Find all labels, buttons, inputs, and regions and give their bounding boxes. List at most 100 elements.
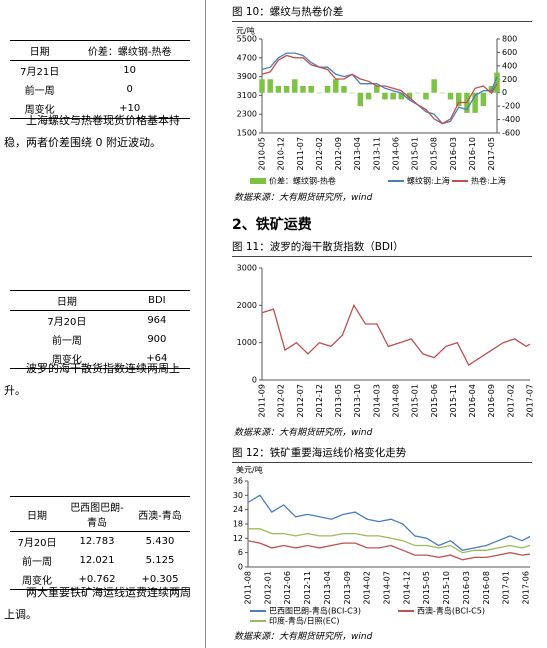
x-tick-label: 2012-06 (283, 571, 292, 604)
freight-table: 日期 巴西图巴朗-青岛 西澳-青岛 7月20日 12.783 5.430 前一周 12.0… (10, 496, 190, 590)
x-tick-label: 2012-11 (303, 571, 312, 604)
x-tick-label: 2011-09 (258, 384, 267, 417)
bar (456, 92, 462, 107)
header-cell: 巴西图巴朗-青岛 (70, 503, 124, 529)
note: 两大重要铁矿海运线运费连续两周上调。 (4, 586, 191, 621)
line-series (248, 528, 531, 554)
line-series (261, 54, 498, 125)
cell: 7月20日 (47, 317, 87, 328)
x-tick-label: 2016-09 (487, 384, 496, 417)
x-tick-label: 2013-10 (353, 384, 362, 417)
x-tick-label: 2012-02 (277, 384, 286, 417)
figure-title: 图 12：铁矿重要海运线价格变化走势 (232, 445, 532, 463)
bar (341, 86, 347, 93)
bar (316, 92, 323, 94)
x-tick-label: 2011-07 (296, 137, 305, 170)
x-tick-label: 2012-07 (296, 384, 305, 417)
cell: 12.783 (79, 536, 115, 547)
legend-label: 印度-青岛/日照(EC) (269, 616, 339, 626)
bar (480, 92, 487, 107)
x-tick-label: 2015-10 (442, 571, 451, 604)
x-tick-label: 2013-09 (343, 571, 352, 604)
x-tick-label: 2016-10 (468, 137, 477, 170)
x-tick-label: 2015-11 (449, 384, 458, 417)
y-tick-label: 5500 (237, 35, 257, 44)
x-tick-label: 2012-01 (263, 571, 272, 604)
figure-source: 数据来源：大有期货研究所，wind (234, 193, 373, 203)
y-tick-label: 2300 (237, 110, 257, 119)
bar (415, 92, 421, 94)
y-tick-label: 1000 (237, 338, 257, 347)
bar (292, 79, 298, 93)
y-tick-label: 0 (238, 563, 243, 572)
cell: +10 (119, 103, 141, 114)
x-tick-label: 2015-01 (411, 137, 420, 170)
x-tick-label: 2017-02 (506, 384, 515, 417)
bar (439, 92, 446, 94)
cell: 5.125 (145, 555, 175, 566)
x-tick-label: 2011-08 (244, 571, 253, 604)
y-tick-label: 36 (233, 477, 243, 486)
cell: 7月21日 (20, 67, 60, 78)
line-series (261, 303, 531, 367)
x-tick-label: 2014-02 (363, 571, 372, 604)
cell: 前一周 (51, 336, 82, 347)
y-tick-label: 3000 (237, 264, 257, 273)
bar (390, 92, 396, 100)
x-tick-label: 2014-06 (391, 137, 400, 170)
y2-tick-label: -600 (502, 129, 520, 138)
header-cell: 日期 (27, 510, 47, 522)
y2-tick-label: 800 (502, 35, 517, 44)
figure-source: 数据来源：大有期货研究所，wind (234, 428, 373, 438)
x-tick-label: 2010-12 (277, 137, 286, 170)
y-tick-label: 6 (238, 548, 243, 557)
y-tick-label: 3900 (237, 72, 257, 81)
bar (324, 86, 331, 93)
header-cell: BDI (148, 295, 166, 306)
y2-tick-label: 200 (502, 75, 517, 84)
x-tick-label: 2013-05 (334, 384, 343, 417)
cell: 10 (123, 65, 137, 76)
y-tick-label: 3100 (237, 91, 257, 100)
y-tick-label: 1500 (237, 129, 257, 138)
bar (398, 92, 405, 100)
cell: 周变化 (22, 576, 52, 587)
y-tick-label: 18 (233, 520, 243, 529)
bar (423, 92, 429, 100)
legend-swatch (250, 178, 266, 184)
y2-tick-label: 0 (502, 88, 507, 97)
x-tick-label: 2016-08 (482, 571, 491, 604)
legend-label: 螺纹钢:上海 (407, 176, 450, 186)
header-cell: 日期 (29, 47, 50, 58)
header-cell: 西澳-青岛 (138, 510, 182, 522)
x-tick-label: 2015-01 (411, 384, 420, 417)
cell: +0.762 (78, 574, 116, 585)
y-tick-label: 0 (252, 376, 257, 385)
figure-source: 数据来源：大有期货研究所，wind (234, 632, 373, 642)
y2-tick-label: -200 (502, 102, 520, 111)
x-tick-label: 2017-01 (502, 571, 511, 604)
x-tick-label: 2013-11 (372, 137, 381, 170)
x-tick-label: 2013-04 (323, 571, 332, 604)
y-tick-label: 2000 (237, 301, 257, 310)
x-tick-label: 2014-07 (383, 571, 392, 604)
x-tick-label: 2013-04 (353, 137, 362, 170)
x-tick-label: 2012-12 (315, 384, 324, 417)
cell: 周变化 (51, 355, 82, 366)
x-tick-label: 2016-03 (449, 137, 458, 170)
header-cell: 日期 (56, 297, 77, 308)
bar (374, 86, 380, 93)
bar (283, 86, 290, 93)
cell: 前一周 (22, 557, 52, 568)
bar (300, 86, 306, 93)
x-tick-label: 2017-06 (522, 571, 531, 604)
bar (382, 92, 388, 100)
section-heading: 2、铁矿运费 (232, 217, 312, 233)
x-tick-label: 2014-03 (372, 384, 381, 417)
cell: 964 (147, 315, 167, 326)
x-tick-label: 2010-05 (258, 137, 267, 170)
y2-tick-label: -400 (502, 115, 520, 124)
note: 上海螺纹与热卷现货价格基本持稳，两者价差围绕 0 附近波动。 (4, 114, 180, 149)
cell: 12.021 (79, 555, 115, 566)
